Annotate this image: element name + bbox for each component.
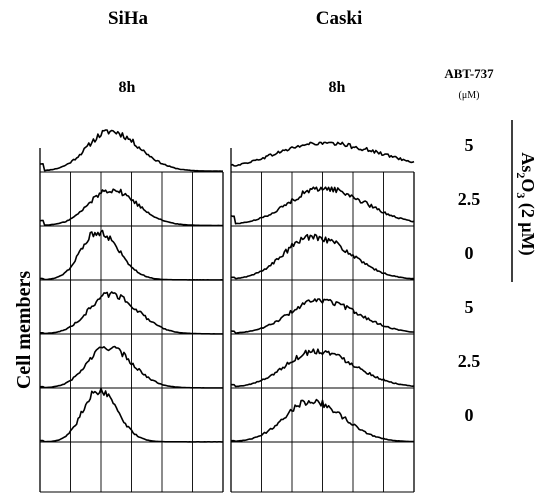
histogram-siha-row-6 (39, 387, 223, 443)
histogram-caski-row-5 (230, 348, 415, 388)
abt737-dose-label: 5 (465, 297, 474, 317)
abt737-header: ABT-737 (444, 66, 494, 81)
abt737-dose-label: 2.5 (458, 189, 481, 209)
caski-time-label: 8h (329, 79, 346, 96)
siha-time-label: 8h (119, 79, 136, 96)
histogram-caski-row-1 (230, 141, 415, 167)
row-labels: 5 2.5 0 5 2.5 0 (458, 135, 481, 425)
histogram-caski-row-2 (230, 186, 415, 225)
abt737-unit: (μM) (459, 90, 480, 101)
as2o3-label: As2O3 (2 μM) (514, 152, 538, 255)
histogram-siha-row-1 (39, 129, 223, 172)
histogram-panels (39, 129, 415, 493)
histogram-caski-row-3 (231, 233, 415, 280)
abt737-dose-label: 2.5 (458, 351, 481, 371)
panel-siha (39, 129, 224, 493)
histogram-siha-row-5 (39, 345, 223, 389)
abt737-dose-label: 5 (465, 135, 474, 155)
panel-caski (230, 141, 415, 493)
siha-title: SiHa (108, 8, 149, 29)
abt737-dose-label: 0 (465, 243, 474, 263)
histogram-siha-row-3 (39, 229, 224, 281)
histogram-siha-row-2 (39, 188, 223, 227)
caski-title: Caski (316, 8, 362, 29)
histogram-caski-row-4 (230, 298, 414, 334)
abt737-dose-label: 0 (465, 405, 474, 425)
histogram-siha-row-4 (40, 291, 223, 335)
y-axis-label: Cell members (13, 271, 35, 390)
histogram-caski-row-6 (231, 398, 414, 443)
